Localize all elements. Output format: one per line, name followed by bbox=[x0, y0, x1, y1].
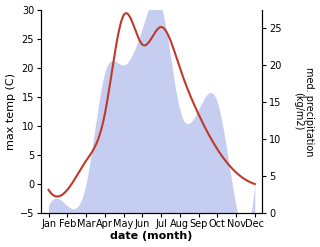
Y-axis label: med. precipitation
(kg/m2): med. precipitation (kg/m2) bbox=[293, 67, 315, 156]
Y-axis label: max temp (C): max temp (C) bbox=[5, 73, 16, 150]
X-axis label: date (month): date (month) bbox=[110, 231, 193, 242]
